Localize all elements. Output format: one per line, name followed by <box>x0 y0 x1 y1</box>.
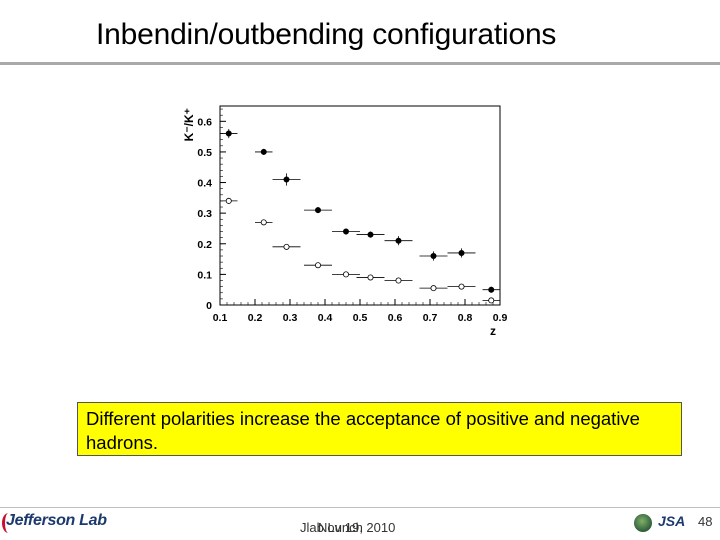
data-point-open <box>283 243 290 250</box>
data-point-open <box>395 277 402 284</box>
x-tick-label: 0.8 <box>458 312 473 324</box>
page-number: 48 <box>698 514 713 529</box>
data-point-filled <box>283 176 290 183</box>
footer-divider <box>0 507 720 508</box>
data-point-open <box>342 271 349 278</box>
callout-text: Different polarities increase the accept… <box>86 408 640 453</box>
data-point-filled <box>260 148 267 155</box>
data-point-open <box>458 283 465 290</box>
data-point-open <box>225 197 232 204</box>
y-tick-label: 0.3 <box>197 208 212 220</box>
data-point-open <box>314 262 321 269</box>
data-point-filled <box>430 253 437 260</box>
y-tick-label: 0.1 <box>197 269 212 281</box>
x-tick-label: 0.6 <box>388 312 403 324</box>
footer-text-a: Jlab Lunch <box>300 520 363 535</box>
slide-title: Inbendin/outbending configurations <box>96 18 557 51</box>
jefferson-lab-swoosh-icon <box>2 513 15 533</box>
jsa-logo: JSA <box>658 513 686 529</box>
x-tick-label: 0.9 <box>493 312 508 324</box>
data-point-open <box>260 219 267 226</box>
y-tick-label: 0.5 <box>197 147 212 159</box>
data-point-open <box>488 297 495 304</box>
footer-overlapping-text: Jlab Lunch Nov 19, 2010 <box>300 520 420 536</box>
data-point-filled <box>488 286 495 293</box>
title-underline <box>0 62 720 65</box>
y-tick-label: 0.4 <box>197 178 212 190</box>
jefferson-lab-logo: Jefferson Lab <box>6 512 107 529</box>
x-tick-label: 0.5 <box>353 312 368 324</box>
ratio-vs-z-chart: 0.1 0.2 0.3 0.4 0.5 0.6 0.7 0.8 0.900.10.20.30.4… <box>182 105 508 338</box>
data-point-filled <box>367 231 374 238</box>
x-axis-title: z <box>490 324 496 338</box>
data-point-filled <box>458 249 465 256</box>
x-tick-label: 0.2 <box>248 312 263 324</box>
data-point-open <box>430 285 437 292</box>
plot-frame <box>219 105 501 306</box>
data-point-open <box>367 274 374 281</box>
y-tick-label: 0.6 <box>197 116 212 128</box>
callout-box: Different polarities increase the accept… <box>77 402 682 456</box>
data-point-filled <box>314 207 321 214</box>
data-point-filled <box>225 130 232 137</box>
data-point-filled <box>395 237 402 244</box>
x-tick-label: 0.4 <box>318 312 333 324</box>
data-point-filled <box>342 228 349 235</box>
y-axis-title: K⁻/K⁺ <box>182 108 196 141</box>
x-tick-label: 0.1 <box>213 312 228 324</box>
footer-text-b: Nov 19, 2010 <box>318 520 396 535</box>
y-tick-label: 0 <box>206 300 212 312</box>
y-tick-label: 0.2 <box>197 239 212 251</box>
doe-seal-icon <box>634 514 652 532</box>
x-tick-label: 0.7 <box>423 312 438 324</box>
x-tick-label: 0.3 <box>283 312 298 324</box>
